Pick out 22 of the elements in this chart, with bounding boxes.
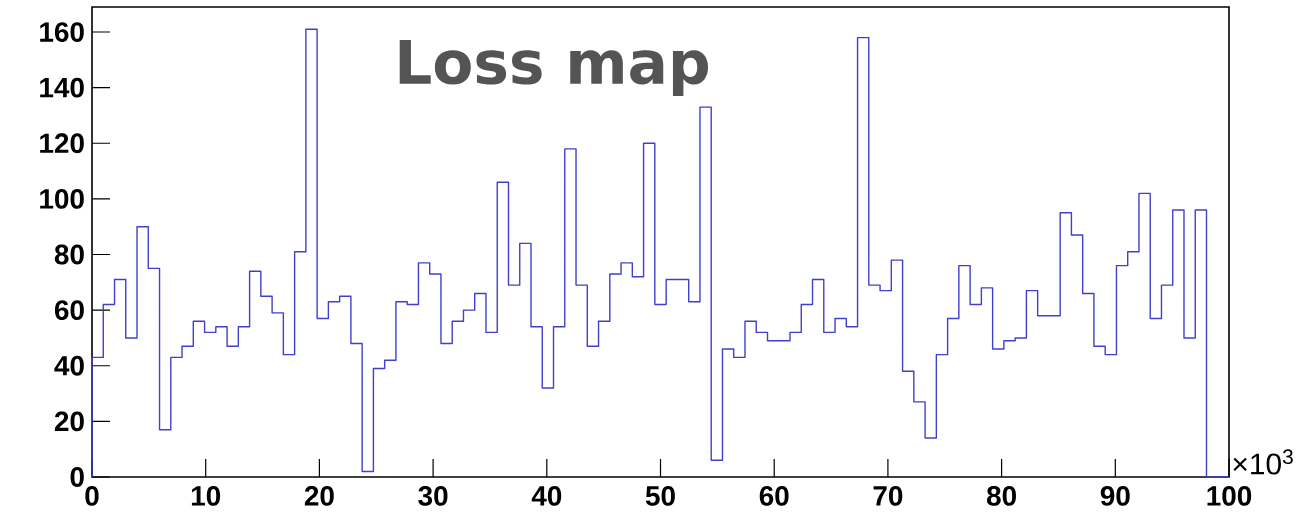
y-tick-label: 40: [54, 355, 84, 376]
y-tick-label: 140: [40, 77, 84, 98]
y-tick-label: 80: [54, 244, 84, 265]
x-tick-label: 80: [986, 486, 1016, 506]
y-tick-label: 100: [40, 188, 84, 209]
y-tick-label: 160: [40, 22, 84, 42]
x-tick-label: 50: [645, 486, 675, 506]
x-tick-label: 70: [873, 486, 903, 506]
x-tick-label: 40: [531, 486, 562, 506]
y-tick-label: 20: [54, 411, 84, 432]
x-tick-label: 90: [1100, 486, 1130, 506]
y-tick-label: 120: [40, 133, 84, 154]
text: Loss map: [399, 40, 709, 97]
x-tick-label: 60: [759, 486, 789, 506]
x-tick-label: 20: [304, 486, 334, 506]
y-tick-label: 60: [54, 300, 84, 321]
x-tick-label: 30: [418, 486, 448, 506]
x-tick-label: 0: [85, 486, 99, 506]
x-axis-title: ×10$^{3}$: [1233, 449, 1293, 475]
x-tick-label: 10: [191, 486, 221, 506]
x-tick-label: 100: [1207, 486, 1252, 506]
y-tick-label: 0: [70, 467, 84, 487]
